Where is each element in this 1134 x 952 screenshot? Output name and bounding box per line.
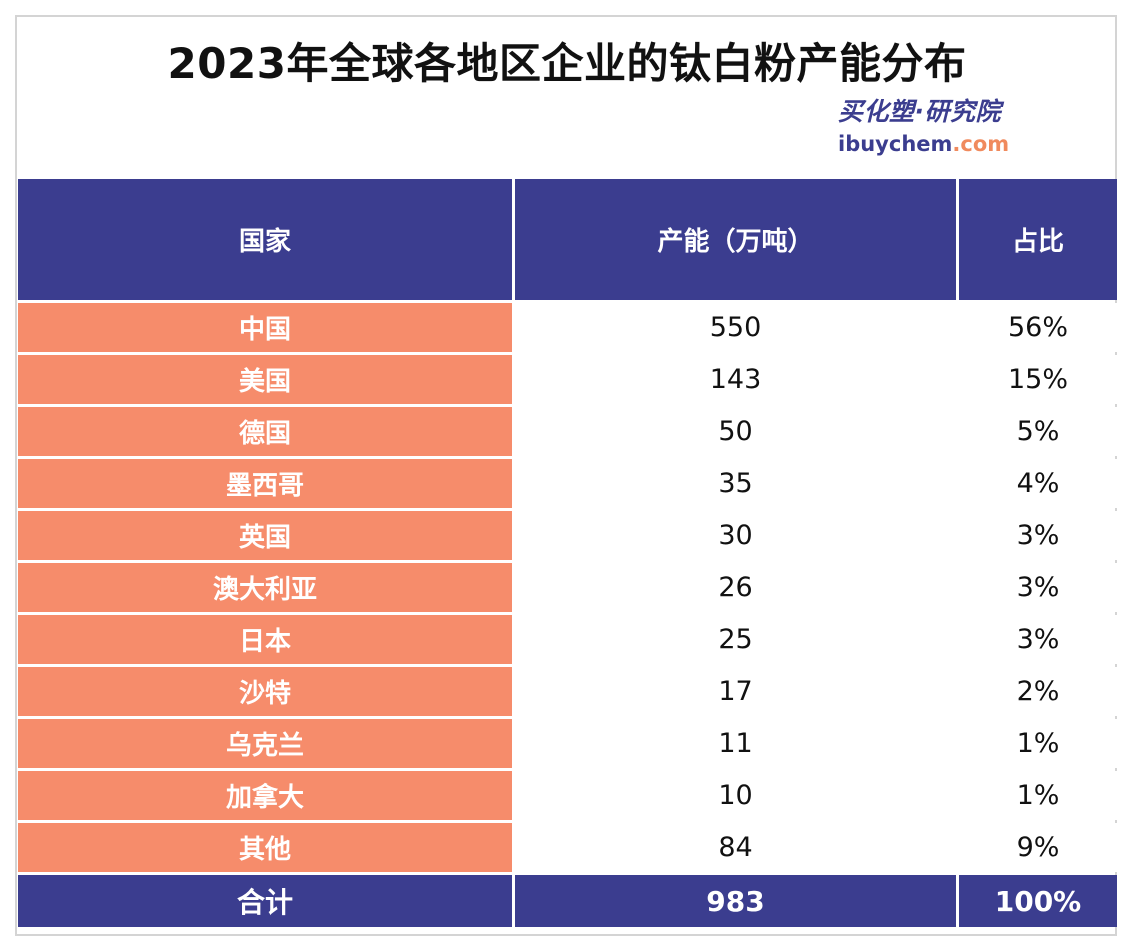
total-row: 合计 983 100% xyxy=(18,875,1117,927)
country-cell: 加拿大 xyxy=(18,771,512,820)
capacity-cell: 30 xyxy=(515,511,956,560)
total-share: 100% xyxy=(959,875,1117,927)
capacity-cell: 550 xyxy=(515,303,956,352)
capacity-cell: 84 xyxy=(515,823,956,872)
country-cell: 美国 xyxy=(18,355,512,404)
share-cell: 3% xyxy=(959,615,1117,664)
country-cell: 德国 xyxy=(18,407,512,456)
capacity-cell: 50 xyxy=(515,407,956,456)
capacity-cell: 35 xyxy=(515,459,956,508)
table-body: 中国 550 56% 美国 143 15% 德国 50 5% 墨西哥 35 4%… xyxy=(18,303,1117,872)
column-header-capacity: 产能（万吨） xyxy=(515,179,956,300)
share-cell: 3% xyxy=(959,563,1117,612)
table-row: 其他 84 9% xyxy=(18,823,1117,872)
country-cell: 英国 xyxy=(18,511,512,560)
country-cell: 乌克兰 xyxy=(18,719,512,768)
column-header-country: 国家 xyxy=(18,179,512,300)
brand-name-cn: 买化塑·研究院 xyxy=(838,97,1001,126)
table-row: 澳大利亚 26 3% xyxy=(18,563,1117,612)
share-cell: 56% xyxy=(959,303,1117,352)
share-cell: 4% xyxy=(959,459,1117,508)
country-cell: 其他 xyxy=(18,823,512,872)
column-header-share: 占比 xyxy=(959,179,1117,300)
table-row: 日本 25 3% xyxy=(18,615,1117,664)
capacity-cell: 17 xyxy=(515,667,956,716)
country-cell: 中国 xyxy=(18,303,512,352)
table-row: 中国 550 56% xyxy=(18,303,1117,352)
country-cell: 墨西哥 xyxy=(18,459,512,508)
table-row: 沙特 17 2% xyxy=(18,667,1117,716)
capacity-cell: 26 xyxy=(515,563,956,612)
total-capacity: 983 xyxy=(515,875,956,927)
country-cell: 澳大利亚 xyxy=(18,563,512,612)
total-label: 合计 xyxy=(18,875,512,927)
page-title: 2023年全球各地区企业的钛白粉产能分布 xyxy=(167,39,967,88)
share-cell: 1% xyxy=(959,771,1117,820)
capacity-cell: 25 xyxy=(515,615,956,664)
capacity-cell: 11 xyxy=(515,719,956,768)
country-cell: 沙特 xyxy=(18,667,512,716)
share-cell: 3% xyxy=(959,511,1117,560)
header-panel xyxy=(17,17,1115,175)
table-row: 墨西哥 35 4% xyxy=(18,459,1117,508)
share-cell: 2% xyxy=(959,667,1117,716)
table-row: 英国 30 3% xyxy=(18,511,1117,560)
table-row: 乌克兰 11 1% xyxy=(18,719,1117,768)
share-cell: 9% xyxy=(959,823,1117,872)
brand-domain: ibuychem.com xyxy=(838,132,1009,156)
country-cell: 日本 xyxy=(18,615,512,664)
capacity-cell: 10 xyxy=(515,771,956,820)
share-cell: 1% xyxy=(959,719,1117,768)
share-cell: 15% xyxy=(959,355,1117,404)
table-header-row: 国家 产能（万吨） 占比 xyxy=(18,179,1117,300)
share-cell: 5% xyxy=(959,407,1117,456)
table-row: 美国 143 15% xyxy=(18,355,1117,404)
brand-domain-suffix: .com xyxy=(952,132,1010,156)
table-row: 德国 50 5% xyxy=(18,407,1117,456)
capacity-table: 国家 产能（万吨） 占比 中国 550 56% 美国 143 15% 德国 50… xyxy=(15,176,1120,930)
capacity-cell: 143 xyxy=(515,355,956,404)
brand-logo: 买化塑·研究院 ibuychem.com xyxy=(838,92,1009,156)
brand-domain-prefix: ibuychem xyxy=(838,132,953,156)
table-row: 加拿大 10 1% xyxy=(18,771,1117,820)
